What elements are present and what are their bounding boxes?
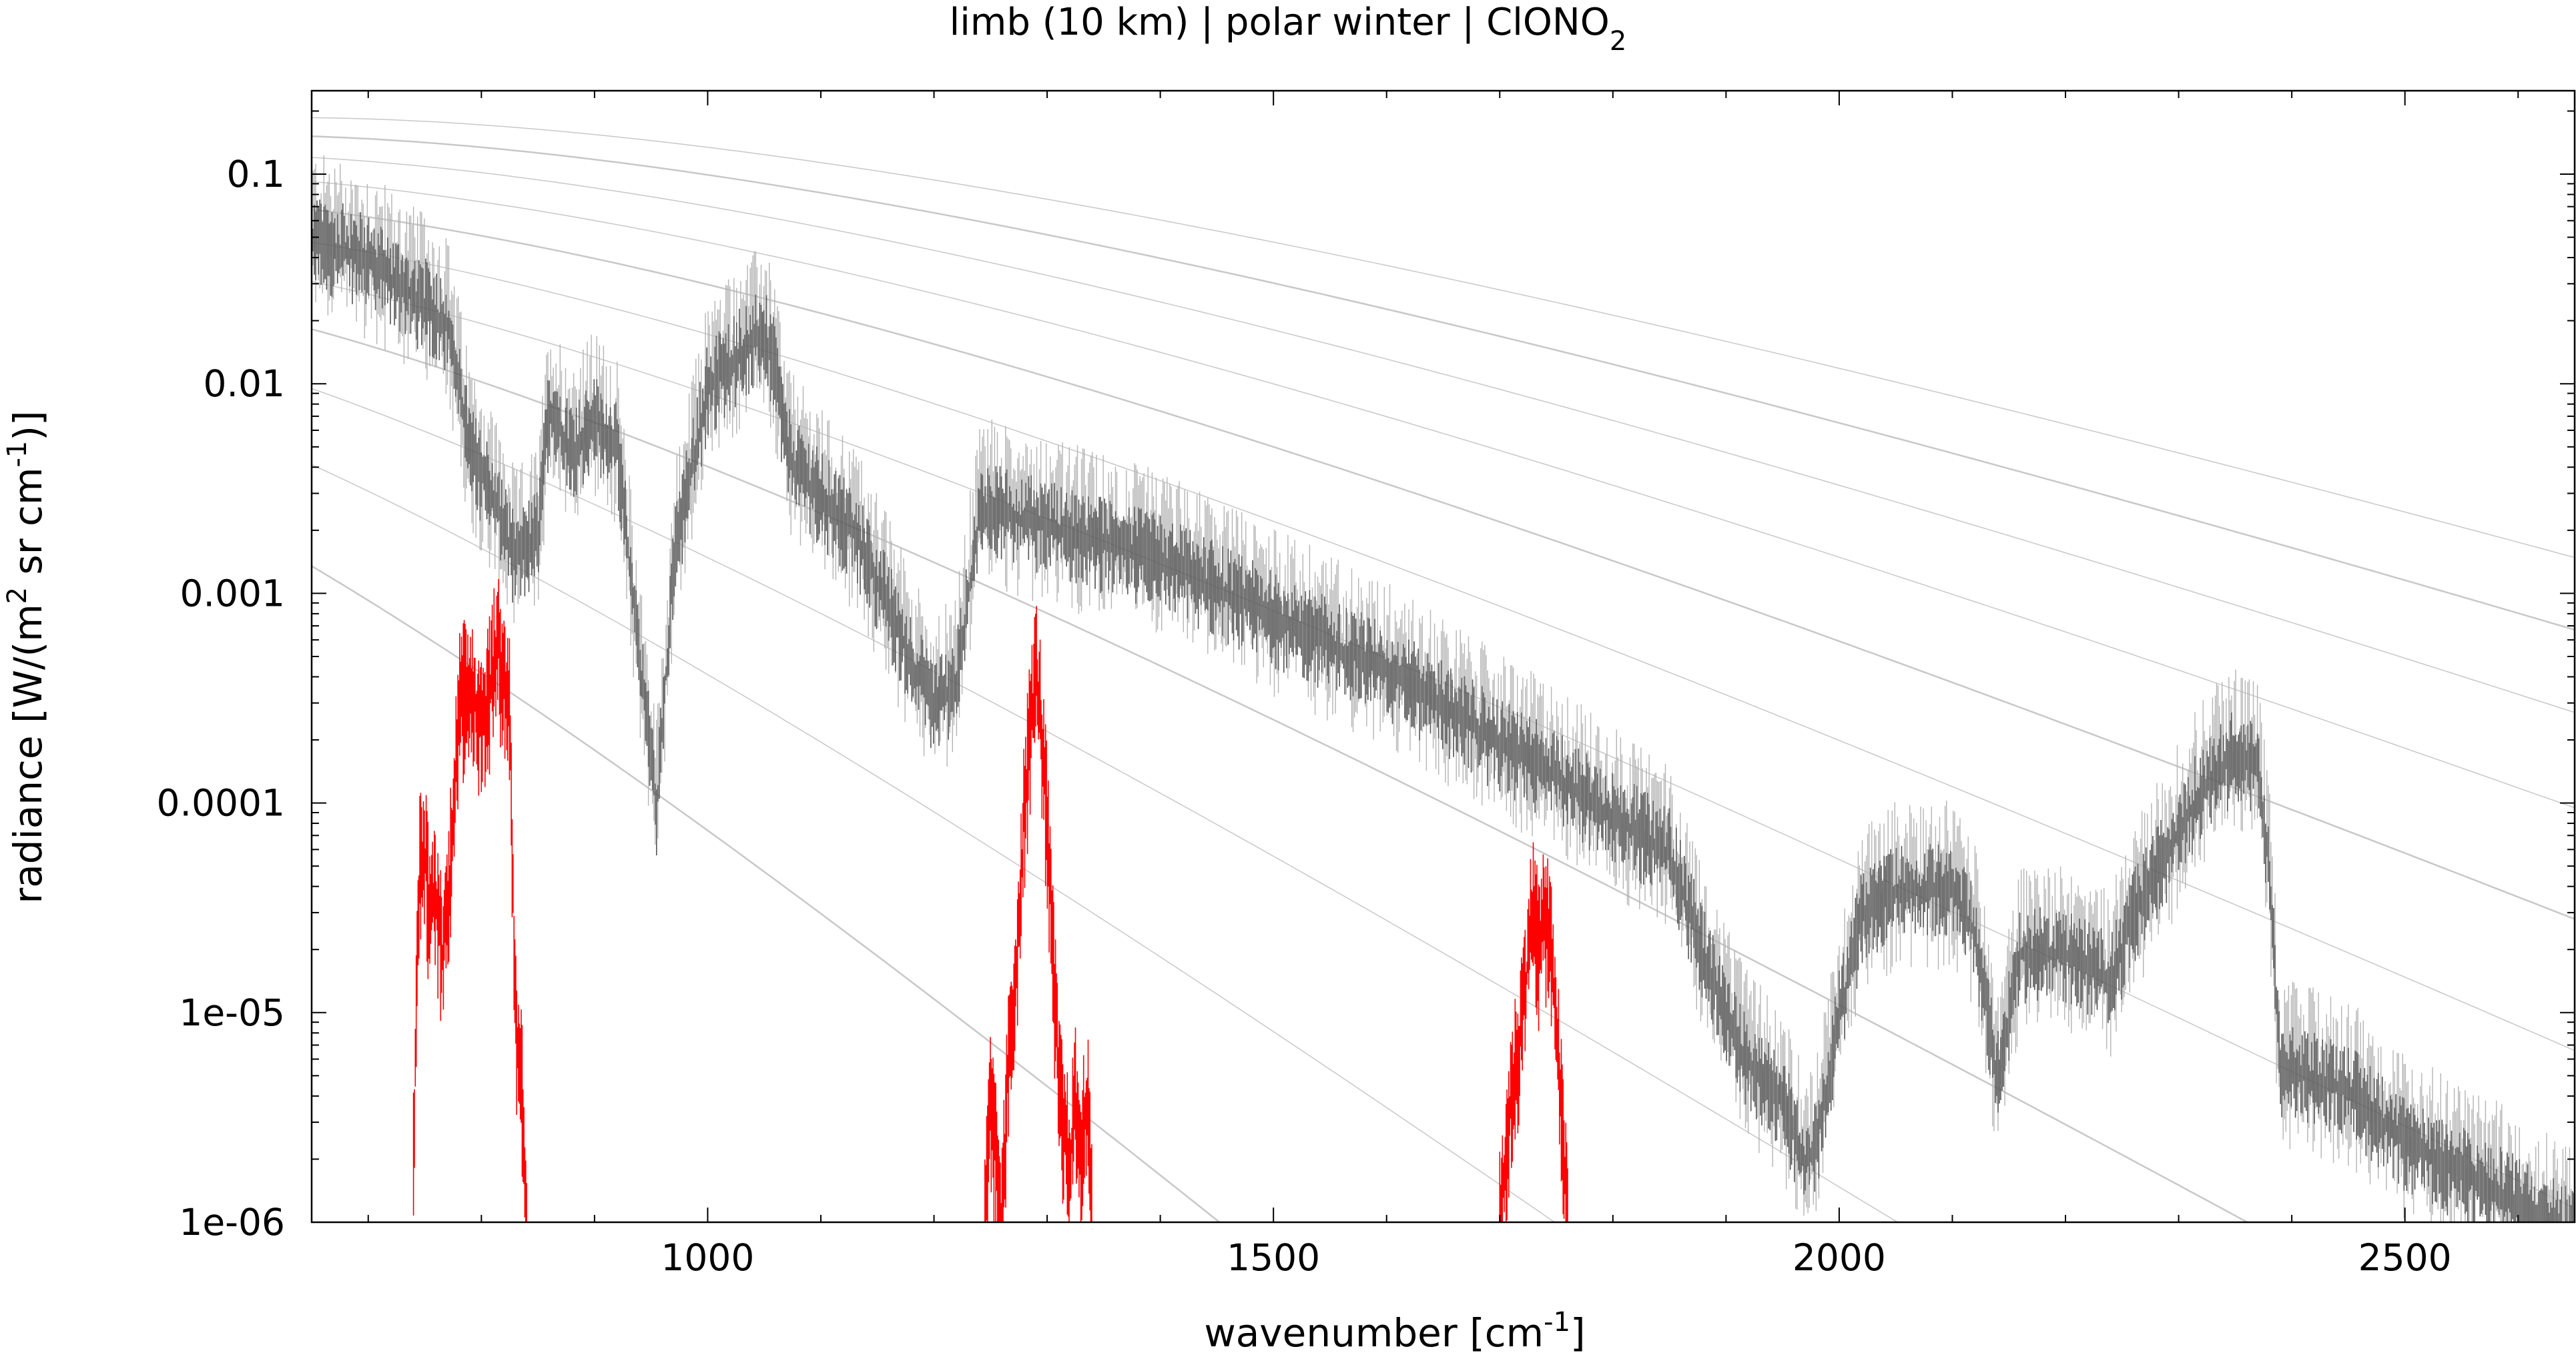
planck-curve-160: [312, 388, 1899, 1222]
chart-title: limb (10 km) | polar winter | ClONO2: [950, 1, 1627, 57]
x-tick-label-1500: 1500: [1227, 1236, 1320, 1279]
planck-curve-220: [312, 242, 2575, 1051]
planck-curve-300: [312, 135, 2575, 631]
x-tick-label-2500: 2500: [2358, 1236, 2452, 1279]
x-axis: 1000 1500 2000 2500: [367, 91, 2519, 1279]
x-tick-label-1000: 1000: [661, 1236, 754, 1279]
plot-area: [312, 117, 2575, 1222]
y-tick-label-2: 0.001: [180, 572, 285, 614]
planck-curve-280: [312, 157, 2575, 713]
x-axis-title: wavenumber [cm-1]: [1204, 1307, 1585, 1356]
y-tick-label-0: 0.1: [227, 153, 285, 195]
y-tick-label-5: 1e-06: [179, 1201, 285, 1244]
planck-curve-320: [312, 117, 2575, 558]
series-clono2-band-3: [1499, 842, 1568, 1222]
planck-curve-120: [312, 565, 1221, 1222]
y-tick-label-1: 0.01: [204, 362, 285, 405]
y-axis-title-superscript-1: 2: [2, 587, 33, 604]
series-layer: [312, 155, 2575, 1222]
y-axis-title: radiance [W/(m2 sr cm-1)]: [2, 410, 51, 903]
y-axis: 0.1 0.01 0.001 0.0001 1e-05 1e-06: [157, 110, 2575, 1244]
y-axis-title-superscript-2: -1: [2, 441, 33, 468]
x-tick-label-2000: 2000: [1793, 1236, 1886, 1279]
chart-title-subscript: 2: [1610, 26, 1626, 57]
y-tick-label-4: 1e-05: [179, 991, 285, 1034]
series-total-radiance: [312, 199, 2575, 1222]
series-clono2-band-1: [412, 578, 527, 1222]
planck-curve-260: [312, 181, 2575, 809]
x-axis-title-superscript: -1: [1544, 1307, 1570, 1338]
series-clono2-band-2: [984, 606, 1092, 1222]
planck-curve-140: [312, 464, 1556, 1222]
y-tick-label-3: 0.0001: [157, 782, 285, 825]
